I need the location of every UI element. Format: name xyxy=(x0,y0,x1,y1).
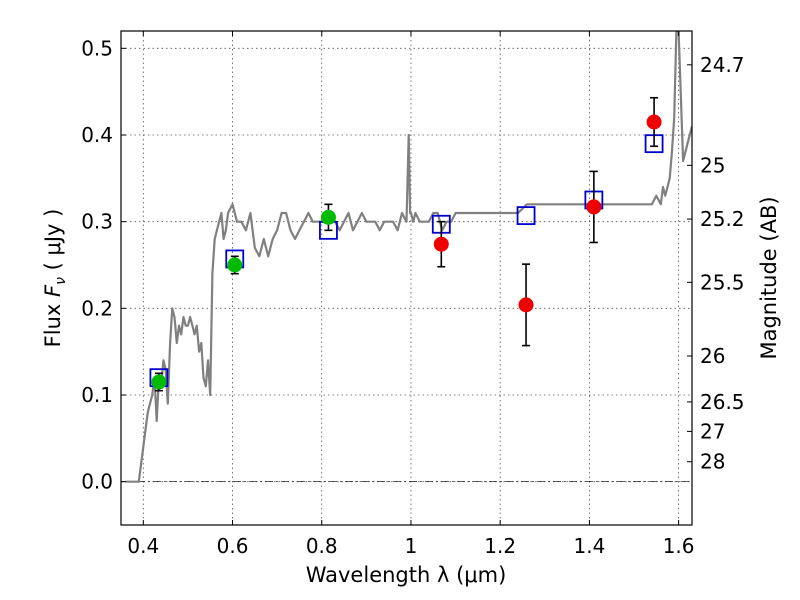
y-axis-title: Flux Fν ( μJy ) xyxy=(41,209,69,348)
y-tick-label-1: 0.1 xyxy=(81,383,113,407)
y2-tick-label-5: 26.5 xyxy=(700,390,745,414)
x-tick-label-1: 0.6 xyxy=(217,534,249,558)
optical-point-2 xyxy=(320,209,336,225)
axis-ticks: 0.4 0.6 0.8 1 1.2 1.4 1.6 0.0 0.1 0.2 0.3 0.4 0.5 24.… xyxy=(81,31,745,558)
y2-tick-label-2: 25.2 xyxy=(700,207,745,231)
y-tick-label-4: 0.4 xyxy=(81,123,113,147)
y-tick-label-2: 0.2 xyxy=(81,296,113,320)
grid-lines xyxy=(121,31,692,525)
model-square-4 xyxy=(516,206,536,226)
plot-frame xyxy=(120,30,693,526)
x-tick-label-0: 0.4 xyxy=(127,534,159,558)
y-axis-title-prefix: Flux xyxy=(41,297,65,347)
plot-area xyxy=(125,31,692,483)
y-tick-label-0: 0.0 xyxy=(81,470,113,494)
optical-point-1 xyxy=(227,257,243,273)
x-tick-label-4: 1.2 xyxy=(484,534,516,558)
x-tick-label-2: 0.8 xyxy=(306,534,338,558)
y-axis-title-symbol: F xyxy=(41,284,65,297)
y2-tick-label-3: 25.5 xyxy=(700,270,745,294)
y-tick-label-3: 0.3 xyxy=(81,210,113,234)
y2-tick-label-1: 25 xyxy=(700,153,725,177)
y-axis-title-subscript: ν xyxy=(53,277,69,285)
x-tick-label-3: 1 xyxy=(405,534,418,558)
y2-axis-title: Magnitude (AB) xyxy=(757,196,781,359)
nir-point-2 xyxy=(586,199,602,215)
nir-point-3 xyxy=(646,114,662,130)
nir-point-1 xyxy=(518,297,534,313)
optical-point-0 xyxy=(151,374,167,390)
y2-tick-label-6: 27 xyxy=(700,419,725,443)
y2-tick-label-0: 24.7 xyxy=(700,53,745,77)
x-tick-label-6: 1.6 xyxy=(663,534,695,558)
x-axis-title: Wavelength λ (μm) xyxy=(306,563,507,587)
y-tick-label-5: 0.5 xyxy=(81,36,113,60)
y-axis-title-unit: ( μJy ) xyxy=(41,209,65,277)
nir-point-0 xyxy=(433,236,449,252)
y2-tick-label-4: 26 xyxy=(700,344,725,368)
y2-tick-label-7: 28 xyxy=(700,450,725,474)
x-tick-label-5: 1.4 xyxy=(573,534,605,558)
